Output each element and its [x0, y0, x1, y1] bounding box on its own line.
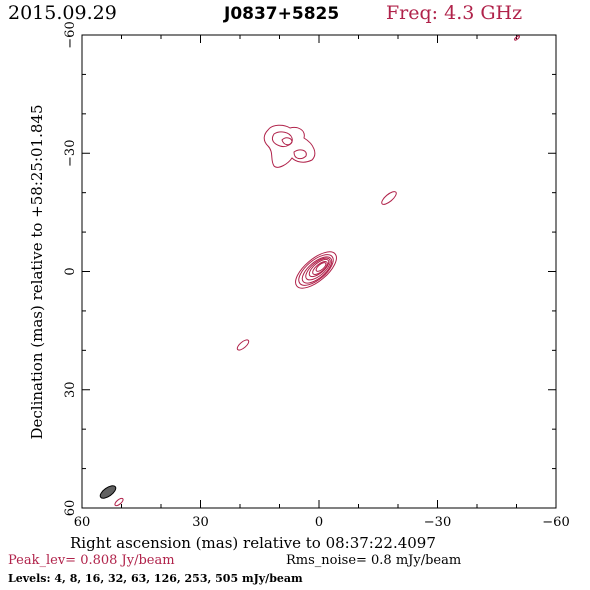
y-tick-label: 30	[63, 381, 78, 398]
axis-ticks	[81, 34, 557, 509]
y-tick-label: 60	[63, 500, 78, 517]
frequency-label: Freq: 4.3 GHz	[386, 2, 523, 24]
north-contour-inner-c	[293, 149, 307, 160]
north-contour-outer	[263, 124, 316, 168]
x-axis-label: Right ascension (mas) relative to 08:37:…	[70, 534, 436, 552]
rms-noise: Rms_noise= 0.8 mJy/beam	[286, 553, 462, 568]
core-contour-1	[295, 251, 337, 289]
x-tick-label: −60	[542, 515, 569, 530]
beam-ellipse	[99, 485, 117, 499]
north-component	[263, 124, 316, 168]
knot-east	[381, 191, 397, 205]
peak-level: Peak_lev= 0.808 Jy/beam	[8, 553, 175, 568]
core-contour-6	[312, 261, 328, 275]
core-contour-5	[308, 258, 330, 278]
y-axis-label: Declination (mas) relative to +58:25:01.…	[28, 104, 46, 439]
y-tick-label: −30	[63, 140, 78, 167]
axis-tick-labels: 60 −60 30 −30 0 0 −30 30 −60 60	[63, 21, 570, 530]
knot-edge	[514, 35, 520, 41]
x-tick-label: 0	[315, 515, 323, 530]
knot-beam-near	[114, 497, 124, 507]
knot-west	[236, 339, 250, 351]
y-tick-label: 0	[63, 267, 78, 275]
core-contour-7	[315, 262, 327, 272]
core-contour-4	[305, 257, 331, 281]
core-contour-3	[301, 256, 333, 284]
x-tick-label: 60	[74, 515, 91, 530]
source-name: J0837+5825	[224, 4, 340, 24]
y-tick-label: −60	[63, 21, 78, 48]
x-tick-label: 30	[192, 515, 209, 530]
contour-levels: Levels: 4, 8, 16, 32, 63, 126, 253, 505 …	[8, 572, 303, 585]
contours	[114, 35, 520, 507]
core-component	[295, 251, 337, 289]
core-contour-2	[298, 254, 334, 286]
north-contour-inner-b	[281, 137, 293, 146]
x-tick-label: −30	[424, 515, 451, 530]
epoch-date: 2015.09.29	[8, 2, 117, 24]
